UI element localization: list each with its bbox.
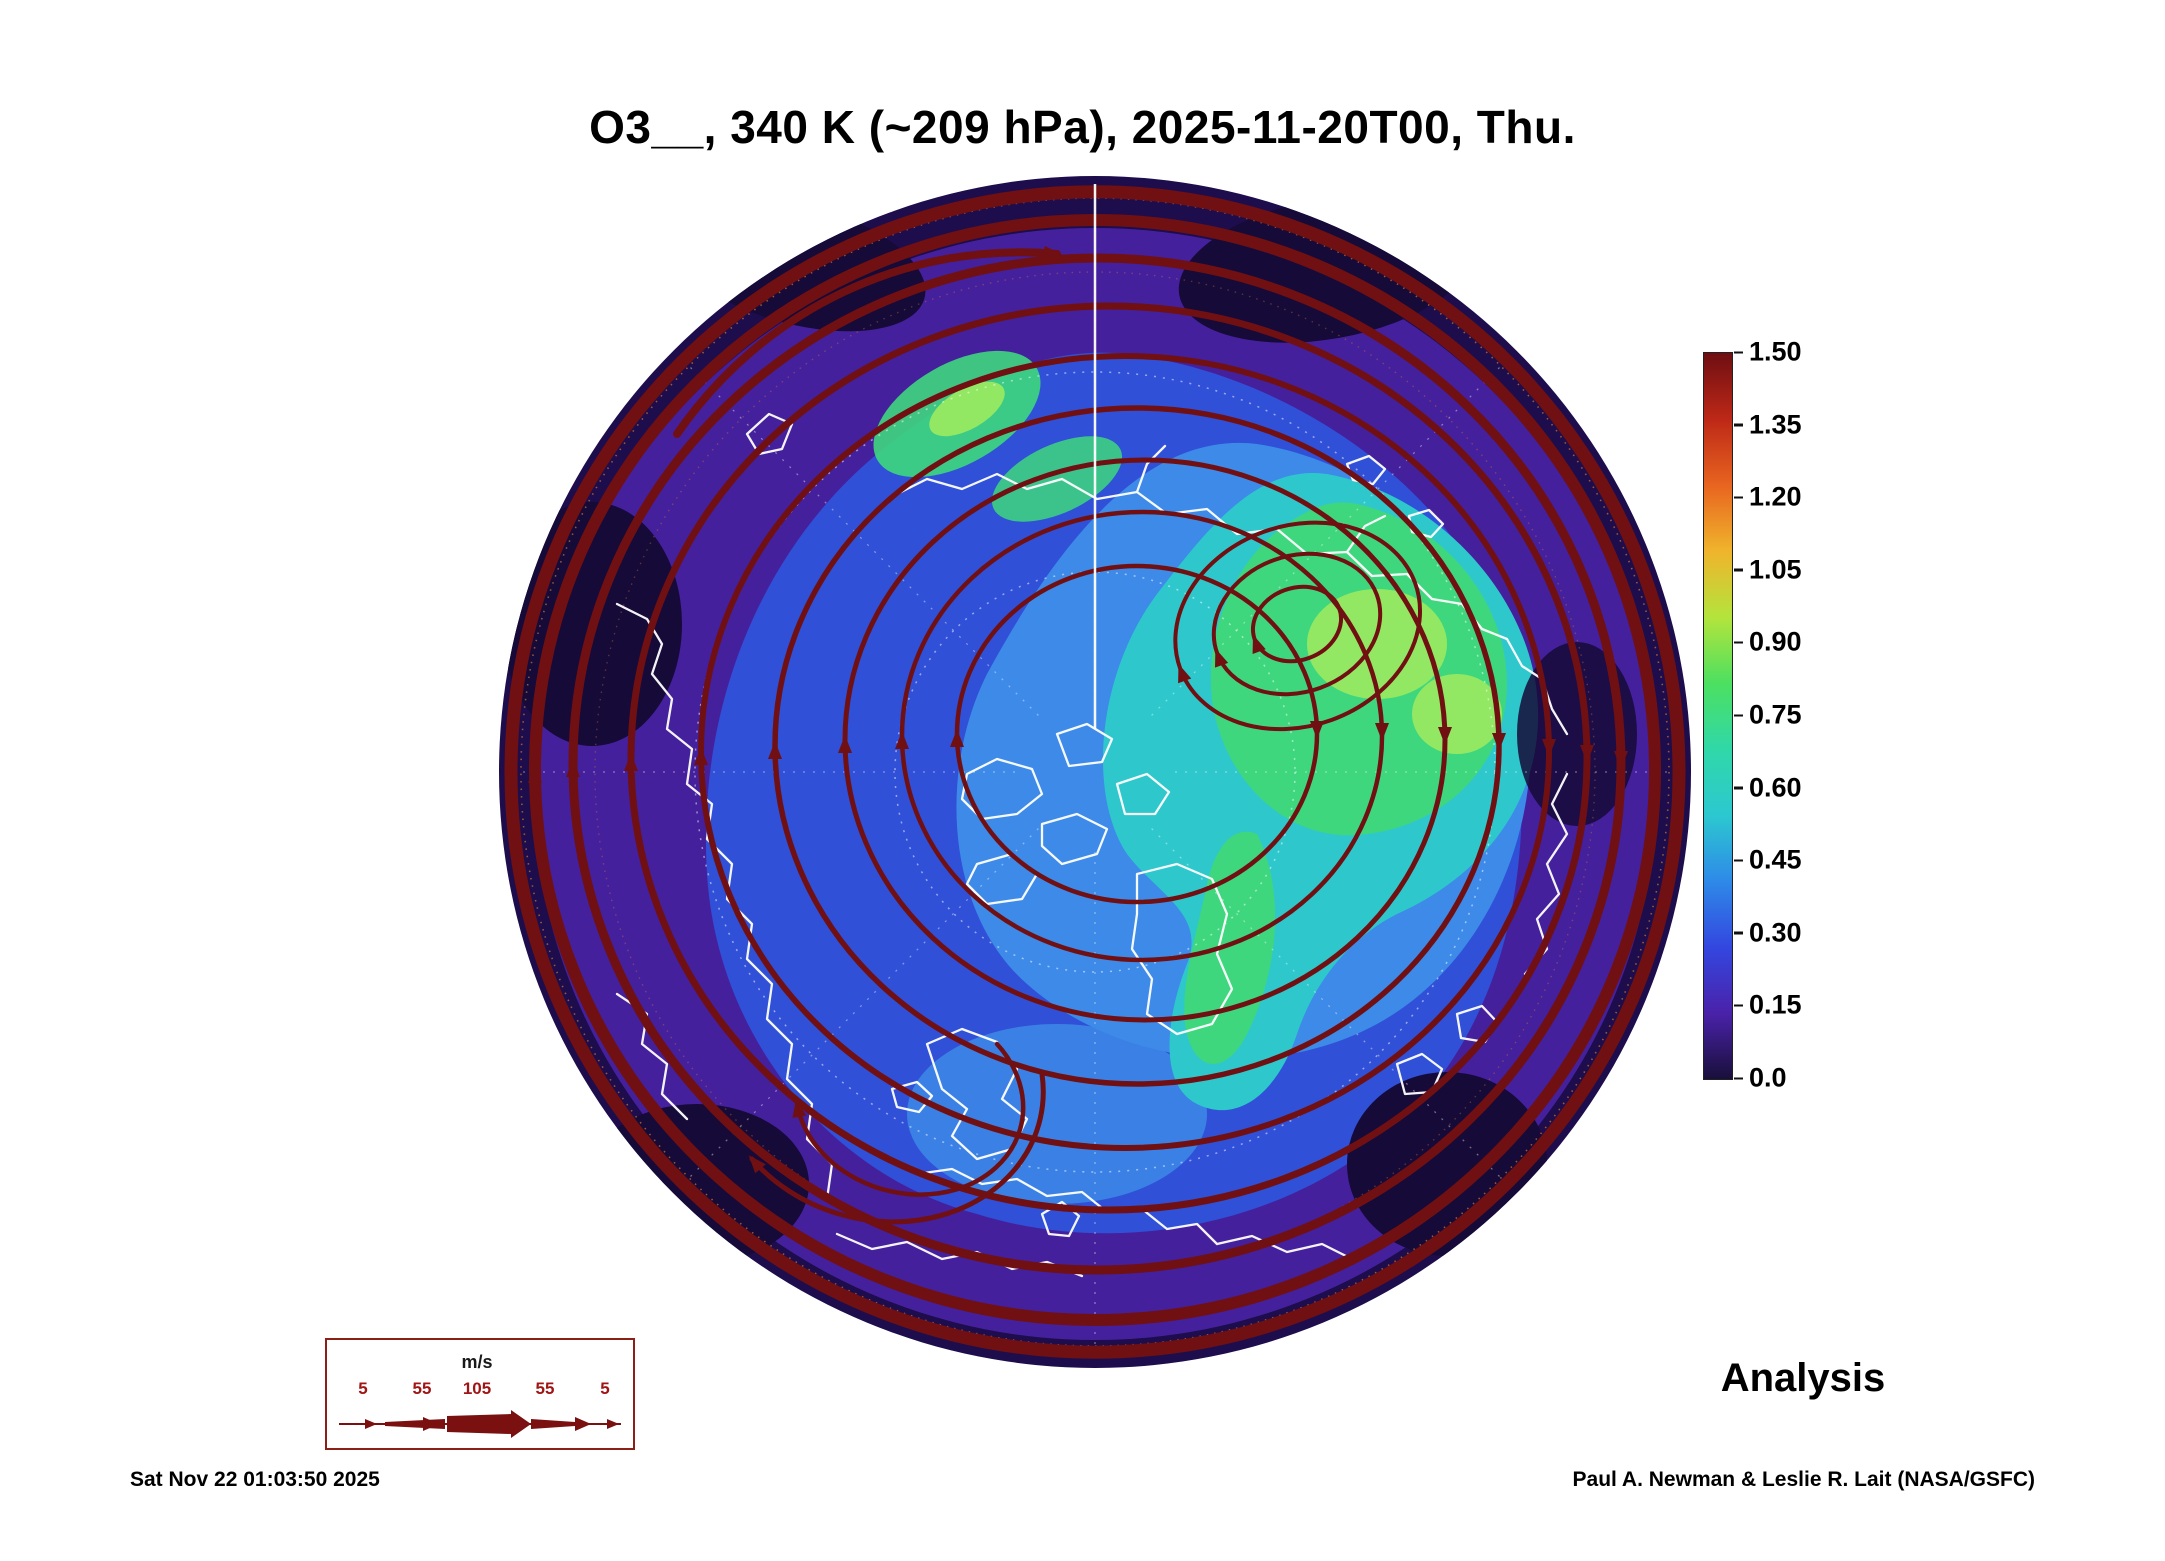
colorbar-tick-label: 0.75 — [1734, 699, 1802, 730]
colorbar-tick-label: 1.05 — [1734, 554, 1802, 585]
colorbar-tick-label: 1.50 — [1734, 336, 1802, 367]
wind-speed-legend-svg: m/s 5 55 105 55 5 — [325, 1338, 635, 1450]
colorbar-tick-label: 0.0 — [1734, 1062, 1787, 1093]
colorbar-tick-label: 1.20 — [1734, 481, 1802, 512]
wind-speed-label: 105 — [463, 1379, 491, 1398]
colorbar: 1.50 1.35 1.20 1.05 0.90 0.75 0.60 0.45 … — [1703, 337, 1823, 1093]
colorbar-tick-label: 0.60 — [1734, 772, 1802, 803]
wind-speed-label: 5 — [600, 1379, 609, 1398]
polar-map — [497, 174, 1693, 1370]
colorbar-tick-label: 0.15 — [1734, 989, 1802, 1020]
wind-legend-speeds: 5 55 105 55 5 — [358, 1379, 609, 1398]
colorbar-gradient — [1703, 352, 1733, 1080]
colorbar-tick-label: 1.35 — [1734, 409, 1802, 440]
wind-speed-legend: m/s 5 55 105 55 5 — [325, 1338, 635, 1450]
wind-speed-label: 55 — [413, 1379, 432, 1398]
streamline-layer — [504, 185, 1686, 1359]
analysis-label: Analysis — [1720, 1356, 1886, 1400]
credit-text: Paul A. Newman & Leslie R. Lait (NASA/GS… — [1572, 1468, 2035, 1491]
wind-speed-label: 55 — [536, 1379, 555, 1398]
wind-arrow-scale — [339, 1410, 621, 1438]
plot-title: O3__, 340 K (~209 hPa), 2025-11-20T00, T… — [589, 101, 1576, 153]
polar-map-svg — [499, 176, 1691, 1368]
colorbar-tick-label: 0.30 — [1734, 917, 1802, 948]
generated-timestamp: Sat Nov 22 01:03:50 2025 — [130, 1468, 380, 1491]
wind-legend-units: m/s — [461, 1352, 492, 1372]
colorbar-tick-label: 0.90 — [1734, 626, 1802, 657]
wind-speed-label: 5 — [358, 1379, 367, 1398]
colorbar-tick-label: 0.45 — [1734, 844, 1802, 875]
